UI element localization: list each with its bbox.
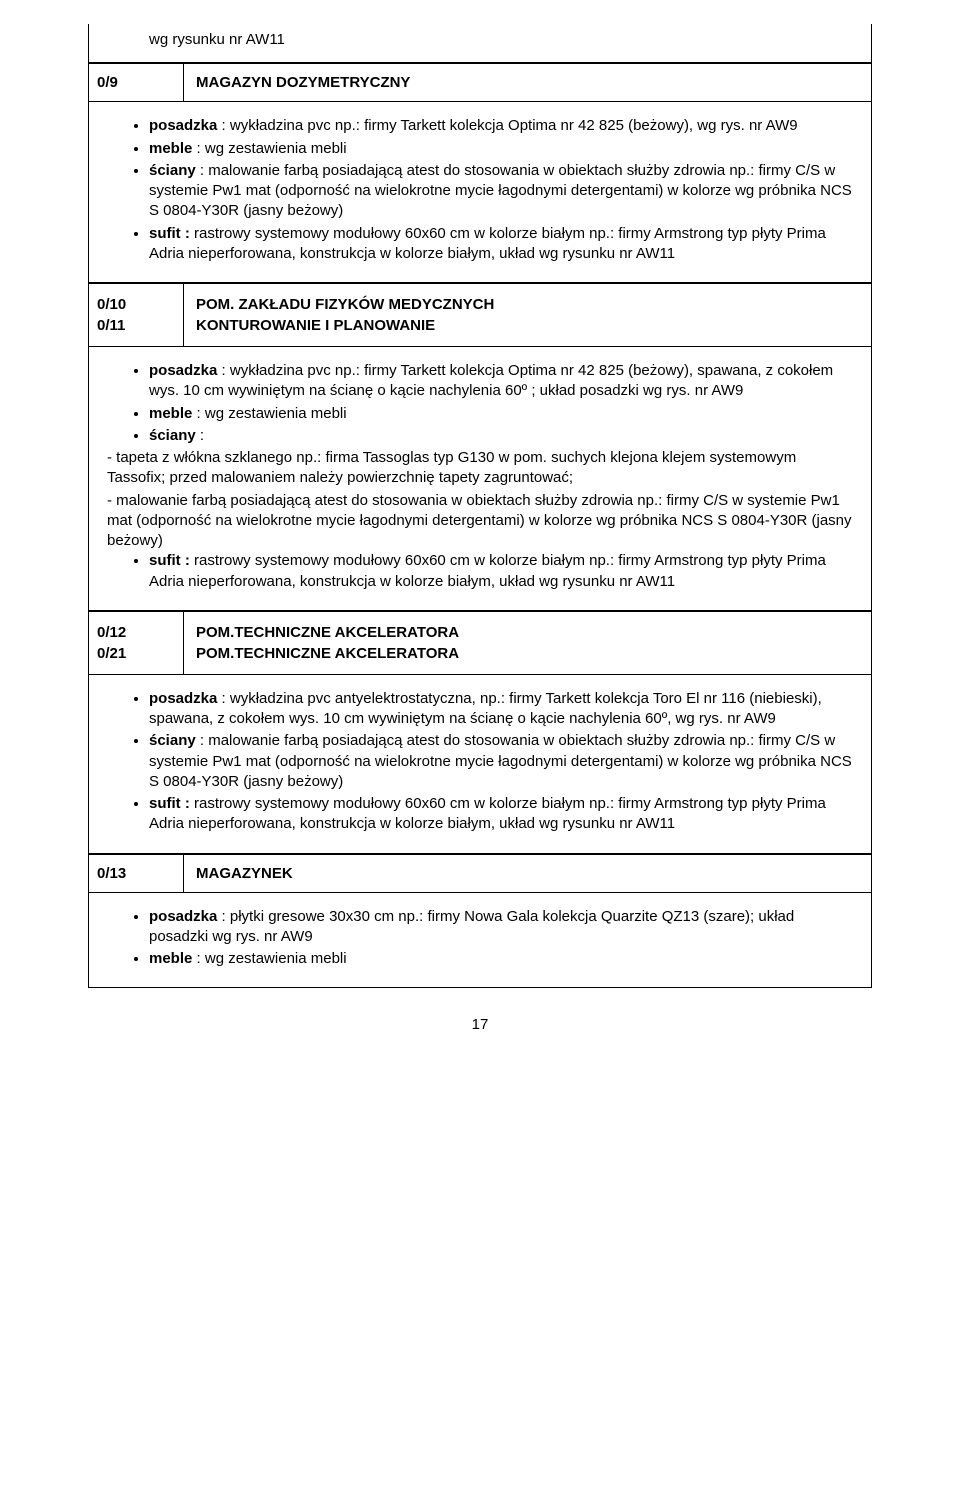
bullet-posadzka: posadzka : płytki gresowe 30x30 cm np.: … bbox=[149, 907, 853, 948]
bullet-list: posadzka : płytki gresowe 30x30 cm np.: … bbox=[107, 907, 853, 970]
bullet-sufit: sufit : rastrowy systemowy modułowy 60x6… bbox=[149, 224, 853, 265]
label-posadzka: posadzka bbox=[149, 117, 217, 134]
code-0-12: 0/12 bbox=[97, 622, 175, 643]
bullet-meble: meble : wg zestawienia mebli bbox=[149, 139, 853, 159]
text-posadzka: : płytki gresowe 30x30 cm np.: firmy Now… bbox=[149, 908, 794, 945]
bullet-meble: meble : wg zestawienia mebli bbox=[149, 404, 853, 424]
section-code-multi: 0/12 0/21 bbox=[89, 612, 184, 674]
bullet-posadzka: posadzka : wykładzina pvc antyelektrosta… bbox=[149, 689, 853, 730]
bullet-meble: meble : wg zestawienia mebli bbox=[149, 949, 853, 969]
title-0-10: POM. ZAKŁADU FIZYKÓW MEDYCZNYCH bbox=[196, 294, 859, 315]
document-page: wg rysunku nr AW11 0/9 MAGAZYN DOZYMETRY… bbox=[0, 0, 960, 1063]
section-header-0-9: 0/9 MAGAZYN DOZYMETRYCZNY bbox=[89, 64, 871, 101]
text-sciany: : malowanie farbą posiadającą atest do s… bbox=[149, 732, 852, 790]
text-sufit: rastrowy systemowy modułowy 60x60 cm w k… bbox=[149, 552, 826, 589]
section-title: MAGAZYN DOZYMETRYCZNY bbox=[184, 64, 871, 101]
section-title-multi: POM.TECHNICZNE AKCELERATORA POM.TECHNICZ… bbox=[184, 612, 871, 674]
section-code: 0/9 bbox=[89, 64, 184, 101]
section-code-multi: 0/10 0/11 bbox=[89, 284, 184, 346]
bullet-sufit: sufit : rastrowy systemowy modułowy 60x6… bbox=[149, 794, 853, 835]
section-0-9: 0/9 MAGAZYN DOZYMETRYCZNY posadzka : wyk… bbox=[88, 63, 872, 282]
text-sciany: : bbox=[196, 427, 204, 444]
top-fragment-text: wg rysunku nr AW11 bbox=[107, 30, 853, 50]
title-0-11: KONTUROWANIE I PLANOWANIE bbox=[196, 315, 859, 336]
label-sufit: sufit : bbox=[149, 552, 190, 569]
label-sufit: sufit : bbox=[149, 225, 190, 242]
flow-text-1: - tapeta z włókna szklanego np.: firma T… bbox=[107, 448, 853, 489]
text-meble: : wg zestawienia mebli bbox=[192, 405, 346, 422]
text-sufit: rastrowy systemowy modułowy 60x60 cm w k… bbox=[149, 225, 826, 262]
section-0-10-11: 0/10 0/11 POM. ZAKŁADU FIZYKÓW MEDYCZNYC… bbox=[88, 282, 872, 610]
title-0-21: POM.TECHNICZNE AKCELERATORA bbox=[196, 643, 859, 664]
section-header-0-13: 0/13 MAGAZYNEK bbox=[89, 854, 871, 892]
text-posadzka: : wykładzina pvc np.: firmy Tarkett kole… bbox=[217, 117, 797, 134]
section-header-0-12-21: 0/12 0/21 POM.TECHNICZNE AKCELERATORA PO… bbox=[89, 611, 871, 674]
section-title-multi: POM. ZAKŁADU FIZYKÓW MEDYCZNYCH KONTUROW… bbox=[184, 284, 871, 346]
text-meble: : wg zestawienia mebli bbox=[192, 140, 346, 157]
text-sciany: : malowanie farbą posiadającą atest do s… bbox=[149, 162, 852, 220]
text-posadzka: : wykładzina pvc antyelektrostatyczna, n… bbox=[149, 690, 822, 727]
page-number: 17 bbox=[88, 1016, 872, 1033]
label-meble: meble bbox=[149, 950, 192, 967]
code-0-21: 0/21 bbox=[97, 643, 175, 664]
bullet-sciany: ściany : malowanie farbą posiadającą ate… bbox=[149, 731, 853, 792]
text-sufit: rastrowy systemowy modułowy 60x60 cm w k… bbox=[149, 795, 826, 832]
section-content-0-9: posadzka : wykładzina pvc np.: firmy Tar… bbox=[89, 101, 871, 282]
label-meble: meble bbox=[149, 140, 192, 157]
section-code: 0/13 bbox=[89, 855, 184, 892]
bullet-posadzka: posadzka : wykładzina pvc np.: firmy Tar… bbox=[149, 361, 853, 402]
section-header-0-10-11: 0/10 0/11 POM. ZAKŁADU FIZYKÓW MEDYCZNYC… bbox=[89, 283, 871, 346]
flow-text-2: - malowanie farbą posiadającą atest do s… bbox=[107, 491, 853, 552]
label-sufit: sufit : bbox=[149, 795, 190, 812]
section-content-0-12-21: posadzka : wykładzina pvc antyelektrosta… bbox=[89, 674, 871, 853]
title-0-12: POM.TECHNICZNE AKCELERATORA bbox=[196, 622, 859, 643]
text-meble: : wg zestawienia mebli bbox=[192, 950, 346, 967]
code-0-10: 0/10 bbox=[97, 294, 175, 315]
bullet-list: posadzka : wykładzina pvc antyelektrosta… bbox=[107, 689, 853, 835]
label-posadzka: posadzka bbox=[149, 362, 217, 379]
section-content-0-13: posadzka : płytki gresowe 30x30 cm np.: … bbox=[89, 892, 871, 988]
label-meble: meble bbox=[149, 405, 192, 422]
code-0-11: 0/11 bbox=[97, 315, 175, 336]
section-content-0-10-11: posadzka : wykładzina pvc np.: firmy Tar… bbox=[89, 346, 871, 610]
bullet-list-2: sufit : rastrowy systemowy modułowy 60x6… bbox=[107, 551, 853, 592]
section-0-13: 0/13 MAGAZYNEK posadzka : płytki gresowe… bbox=[88, 853, 872, 989]
section-0-12-21: 0/12 0/21 POM.TECHNICZNE AKCELERATORA PO… bbox=[88, 610, 872, 853]
label-sciany: ściany bbox=[149, 162, 196, 179]
label-posadzka: posadzka bbox=[149, 690, 217, 707]
bullet-list: posadzka : wykładzina pvc np.: firmy Tar… bbox=[107, 361, 853, 446]
bullet-sufit: sufit : rastrowy systemowy modułowy 60x6… bbox=[149, 551, 853, 592]
bullet-sciany: ściany : bbox=[149, 426, 853, 446]
section-title: MAGAZYNEK bbox=[184, 855, 871, 892]
bullet-posadzka: posadzka : wykładzina pvc np.: firmy Tar… bbox=[149, 116, 853, 136]
top-fragment-block: wg rysunku nr AW11 bbox=[88, 24, 872, 63]
bullet-list: posadzka : wykładzina pvc np.: firmy Tar… bbox=[107, 116, 853, 264]
label-sciany: ściany bbox=[149, 427, 196, 444]
text-posadzka: : wykładzina pvc np.: firmy Tarkett kole… bbox=[149, 362, 833, 399]
bullet-sciany: ściany : malowanie farbą posiadającą ate… bbox=[149, 161, 853, 222]
label-sciany: ściany bbox=[149, 732, 196, 749]
label-posadzka: posadzka bbox=[149, 908, 217, 925]
